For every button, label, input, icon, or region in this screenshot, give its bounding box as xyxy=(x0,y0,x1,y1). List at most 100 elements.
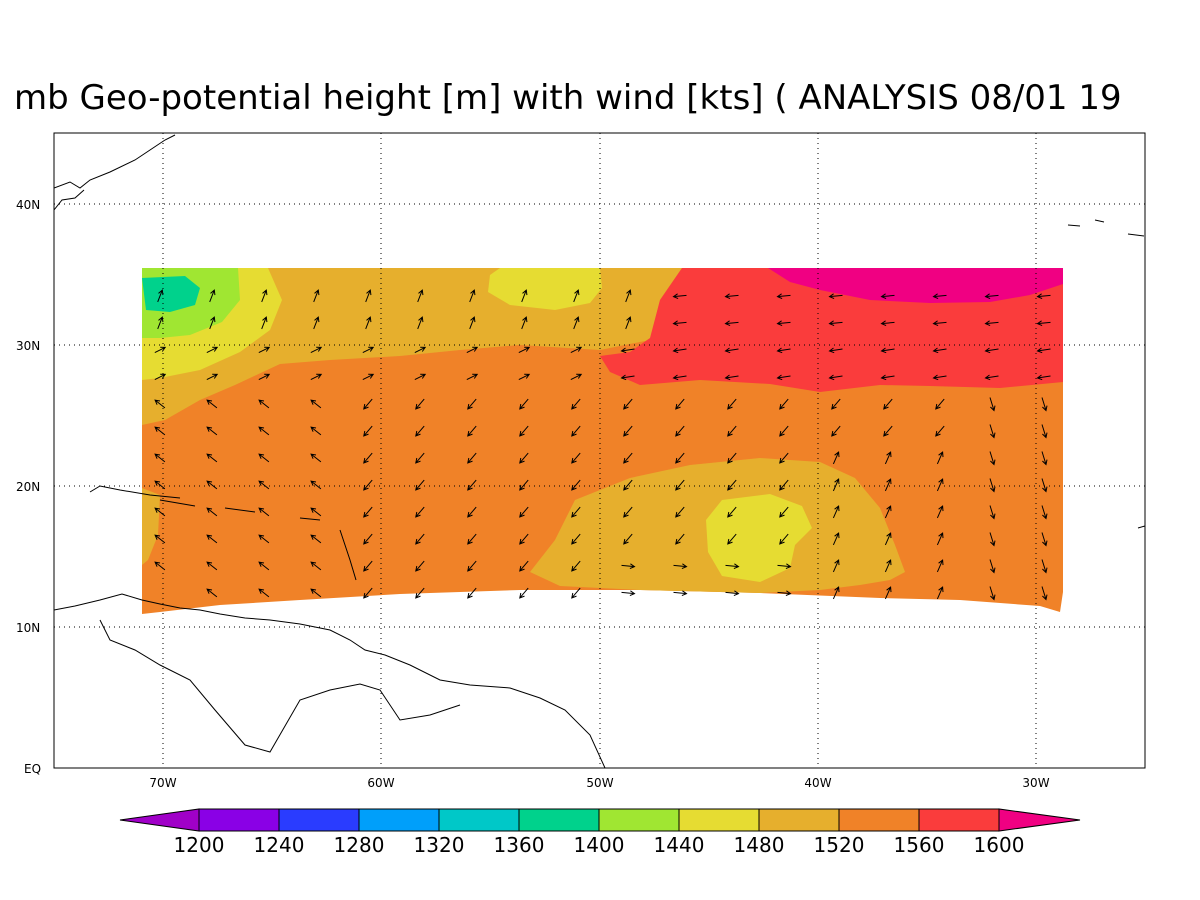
wind-arrow xyxy=(832,478,840,492)
wind-arrow xyxy=(777,563,792,570)
colorbar-label: 1520 xyxy=(814,833,865,857)
wind-arrow xyxy=(623,533,633,545)
wind-arrow xyxy=(258,588,270,598)
colorbar-cell xyxy=(518,808,600,832)
wind-arrow xyxy=(936,532,944,546)
lon-axis: 70W 60W 50W 40W 30W xyxy=(149,776,1049,790)
wind-arrow xyxy=(414,346,427,354)
wind-arrow xyxy=(1036,374,1051,381)
wind-arrow xyxy=(365,289,372,303)
wind-arrow xyxy=(518,373,531,381)
north-america-coast xyxy=(54,134,176,211)
wind-arrow xyxy=(932,347,947,354)
wind-arrow xyxy=(310,588,322,598)
wind-arrow xyxy=(154,480,166,490)
wind-arrow xyxy=(779,452,789,464)
wind-arrow xyxy=(724,320,739,327)
colorbar-cell xyxy=(758,808,840,832)
wind-arrow xyxy=(727,479,737,491)
wind-arrow xyxy=(724,347,739,354)
colorbar-label: 1240 xyxy=(254,833,305,857)
wind-arrow xyxy=(313,316,320,330)
wind-arrow xyxy=(415,425,425,437)
wind-arrow xyxy=(258,346,271,354)
wind-arrow xyxy=(519,560,529,572)
wind-arrow xyxy=(673,563,688,570)
wind-arrow xyxy=(832,559,840,573)
wind-arrow xyxy=(620,347,635,354)
wind-arrow xyxy=(625,289,632,303)
wind-arrow xyxy=(621,590,636,597)
wind-arrow xyxy=(466,346,479,354)
wind-arrow xyxy=(310,534,322,544)
wind-arrow xyxy=(936,559,944,573)
wind-arrow xyxy=(623,452,633,464)
wind-arrow xyxy=(727,533,737,545)
wind-arrow xyxy=(310,399,322,409)
wind-arrow xyxy=(519,479,529,491)
wind-arrow xyxy=(880,347,895,354)
wind-arrow xyxy=(469,289,476,303)
lon-label-60W: 60W xyxy=(367,776,394,790)
wind-arrow xyxy=(935,398,945,410)
wind-arrow xyxy=(620,374,635,381)
wind-vectors xyxy=(154,289,1051,601)
wind-arrow xyxy=(1036,347,1051,354)
lat-label-10N: 10N xyxy=(16,621,40,635)
wind-arrow xyxy=(675,533,685,545)
wind-arrow xyxy=(672,293,687,300)
colorbar-label: 1360 xyxy=(494,833,545,857)
wind-arrow xyxy=(779,425,789,437)
wind-arrow xyxy=(831,398,841,410)
wind-arrow xyxy=(675,452,685,464)
wind-arrow xyxy=(206,561,218,571)
wind-arrow xyxy=(570,346,583,354)
wind-arrow xyxy=(417,289,424,303)
wind-arrow xyxy=(727,425,737,437)
wind-arrow xyxy=(828,293,843,300)
wind-arrow xyxy=(467,506,477,518)
wind-arrow xyxy=(832,586,840,600)
wind-arrow xyxy=(989,451,996,466)
wind-arrow xyxy=(571,506,581,518)
wind-arrow xyxy=(362,373,375,381)
wind-arrow xyxy=(1041,397,1048,412)
wind-arrow xyxy=(984,347,999,354)
wind-arrow xyxy=(467,533,477,545)
wind-arrow xyxy=(828,320,843,327)
wind-arrow xyxy=(571,587,581,599)
wind-arrow xyxy=(884,478,892,492)
wind-arrow xyxy=(415,587,425,599)
wind-arrow xyxy=(571,398,581,410)
wind-arrow xyxy=(206,534,218,544)
wind-arrow xyxy=(258,561,270,571)
wind-arrow xyxy=(625,316,632,330)
wind-arrow xyxy=(258,373,271,381)
wind-arrow xyxy=(675,425,685,437)
height-region-1480 xyxy=(488,268,602,310)
wind-arrow xyxy=(884,505,892,519)
wind-arrow xyxy=(779,506,789,518)
colorbar-label: 1320 xyxy=(414,833,465,857)
colorbar-cell xyxy=(198,808,280,832)
wind-arrow xyxy=(675,506,685,518)
wind-arrow xyxy=(415,479,425,491)
wind-arrow xyxy=(880,293,895,300)
wind-arrow xyxy=(1041,586,1048,601)
wind-arrow xyxy=(727,506,737,518)
wind-arrow xyxy=(310,453,322,463)
height-region-1400 xyxy=(142,276,200,312)
wind-arrow xyxy=(313,289,320,303)
wind-arrow xyxy=(571,479,581,491)
wind-arrow xyxy=(777,590,792,597)
wind-arrow xyxy=(989,424,996,439)
wind-arrow xyxy=(206,399,218,409)
wind-arrow xyxy=(884,532,892,546)
coastlines xyxy=(54,134,1145,768)
wind-arrow xyxy=(932,320,947,327)
colorbar-over-triangle xyxy=(998,808,1081,832)
wind-arrow xyxy=(467,479,477,491)
wind-arrow xyxy=(984,374,999,381)
wind-arrow xyxy=(571,452,581,464)
